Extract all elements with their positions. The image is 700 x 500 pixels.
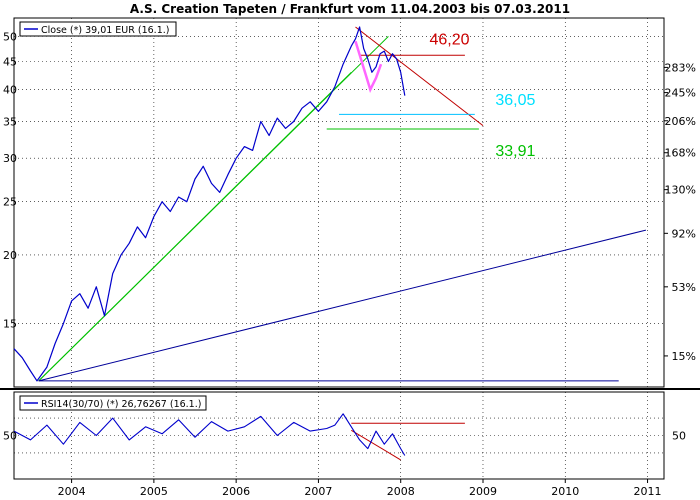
- percent-tick-label: 206%: [665, 115, 696, 128]
- rsi-right-tick-label: 50: [672, 430, 686, 443]
- rsi-grid: [14, 392, 664, 479]
- price-y-tick-label: 35: [3, 115, 17, 128]
- rsi-trendline-1: [351, 429, 401, 461]
- x-tick-label: 2004: [58, 485, 86, 498]
- rsi-series-line-0: [13, 413, 406, 456]
- chart-title: A.S. Creation Tapeten / Frankfurt vom 11…: [130, 2, 570, 16]
- x-tick-label: 2008: [387, 485, 415, 498]
- percent-tick-label: 53%: [672, 281, 696, 294]
- x-tick-label: 2010: [551, 485, 579, 498]
- percent-tick-label: 130%: [665, 184, 696, 197]
- price-trendline-4: [355, 26, 484, 126]
- x-tick-label: 2011: [634, 485, 662, 498]
- price-legend: Close (*) 39,01 EUR (16.1.): [19, 21, 177, 37]
- percent-tick-label: 92%: [672, 227, 696, 240]
- x-tick-label: 2006: [222, 485, 250, 498]
- percent-tick-label: 168%: [665, 147, 696, 160]
- rsi-y-axis: 50 50: [3, 430, 686, 443]
- x-tick-label: 2005: [140, 485, 168, 498]
- rsi-legend-label: RSI14(30/70) (*) 26,76267 (16.1.): [41, 399, 201, 410]
- x-tick-label: 2007: [304, 485, 332, 498]
- percent-tick-label: 15%: [672, 350, 696, 363]
- percent-tick-label: 245%: [665, 87, 696, 100]
- price-y-tick-label: 45: [3, 55, 17, 68]
- x-tick-label: 2009: [469, 485, 497, 498]
- price-legend-label: Close (*) 39,01 EUR (16.1.): [41, 25, 169, 36]
- rsi-trendlines: [351, 422, 465, 461]
- x-axis: 2004 2005 2006 2007 2008 2009 2010 2011: [58, 479, 662, 498]
- price-percent-axis: 15% 53% 92% 130% 168% 206% 245% 283%: [664, 61, 696, 363]
- price-y-axis: 15 20 25 30 35 40 45 50: [3, 30, 17, 330]
- rsi-series: [13, 413, 406, 456]
- price-y-tick-label: 20: [3, 249, 17, 262]
- price-panel-frame: [13, 17, 665, 388]
- price-series-line-0: [13, 26, 406, 382]
- price-trendline-8: [354, 40, 383, 93]
- percent-tick-label: 283%: [665, 61, 696, 74]
- price-annotation-2: 33,91: [495, 143, 535, 160]
- price-y-tick-label: 50: [3, 30, 17, 43]
- price-legend-box: [19, 21, 177, 37]
- price-annotations: 46,20 36,05 33,91: [430, 32, 536, 160]
- price-y-tick-label: 15: [3, 318, 17, 331]
- rsi-legend: RSI14(30/70) (*) 26,76267 (16.1.): [19, 395, 207, 411]
- price-annotation-0: 46,20: [430, 32, 470, 49]
- price-trendlines: [38, 26, 647, 382]
- price-y-tick-label: 40: [3, 84, 17, 97]
- price-annotation-1: 36,05: [495, 92, 535, 109]
- rsi-legend-box: [19, 395, 207, 411]
- price-series: [13, 26, 406, 382]
- rsi-y-tick-label: 50: [3, 430, 17, 443]
- price-y-tick-label: 25: [3, 196, 17, 209]
- price-trendline-1: [38, 71, 352, 382]
- price-trendline-2: [38, 229, 647, 382]
- price-y-tick-label: 30: [3, 152, 17, 165]
